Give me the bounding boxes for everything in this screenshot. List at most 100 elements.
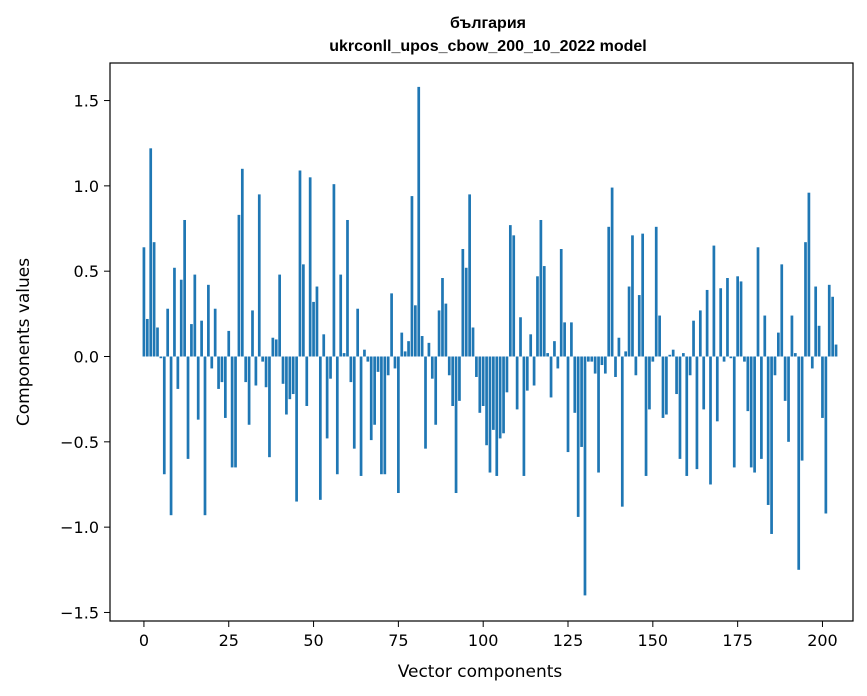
bar xyxy=(698,310,702,357)
bar xyxy=(285,356,288,415)
bar xyxy=(675,356,678,395)
bar xyxy=(692,320,695,357)
bar xyxy=(407,341,410,357)
bar xyxy=(770,356,773,534)
bar xyxy=(573,356,577,413)
bar xyxy=(749,356,753,468)
bar xyxy=(617,337,621,357)
x-axis-label: Vector components xyxy=(398,662,563,682)
bar xyxy=(773,356,777,376)
y-tick-label: 1.5 xyxy=(74,92,99,111)
bar xyxy=(529,334,533,357)
bar xyxy=(424,356,427,449)
bar xyxy=(295,356,298,502)
x-tick-label: 25 xyxy=(219,631,239,650)
bar xyxy=(627,286,631,357)
bar xyxy=(366,356,370,362)
y-tick-label: −1.5 xyxy=(60,603,99,622)
bar xyxy=(217,356,220,389)
bar xyxy=(200,320,203,357)
bar xyxy=(736,276,739,357)
bar xyxy=(298,170,302,357)
bar xyxy=(783,356,787,401)
bar xyxy=(444,303,448,357)
bar xyxy=(726,278,729,357)
bar xyxy=(193,274,197,357)
bar xyxy=(468,194,471,357)
bar xyxy=(760,356,763,459)
bar xyxy=(719,288,723,357)
bar xyxy=(495,356,499,476)
bar xyxy=(264,356,268,388)
bar xyxy=(335,356,339,475)
bar xyxy=(756,247,760,357)
bar xyxy=(637,295,641,357)
bar xyxy=(712,245,716,357)
bars-group xyxy=(142,86,838,596)
bar xyxy=(427,342,431,357)
chart-subtitle: ukrconll_upos_cbow_200_10_2022 model xyxy=(329,38,646,55)
bar xyxy=(291,356,295,395)
bar xyxy=(661,356,665,418)
bar xyxy=(207,284,210,357)
x-axis-ticks: 0 25 50 75 100 125 150 175 200 xyxy=(139,621,838,650)
bar xyxy=(804,242,807,357)
bar xyxy=(583,356,587,596)
bar xyxy=(546,353,550,357)
bar xyxy=(441,278,444,357)
bar xyxy=(369,356,373,441)
bar xyxy=(743,356,746,362)
bar xyxy=(288,356,292,400)
bar xyxy=(142,247,146,357)
bar xyxy=(807,192,811,357)
bar xyxy=(376,356,380,372)
bar xyxy=(390,293,393,357)
bar xyxy=(600,356,604,366)
bar xyxy=(485,356,488,446)
bar xyxy=(251,310,254,357)
bar xyxy=(766,356,770,505)
bar xyxy=(515,356,519,410)
x-tick-label: 175 xyxy=(722,631,753,650)
bar xyxy=(658,315,661,357)
bar xyxy=(325,356,329,439)
x-tick-label: 150 xyxy=(638,631,669,650)
bar xyxy=(709,356,712,485)
bar xyxy=(190,324,193,357)
bar xyxy=(434,356,438,425)
bar xyxy=(559,249,563,357)
bar xyxy=(610,187,614,357)
bar xyxy=(542,266,546,357)
bar xyxy=(722,356,726,362)
bar xyxy=(614,356,617,377)
bar xyxy=(525,356,529,391)
bar xyxy=(308,177,312,357)
bar xyxy=(152,242,156,357)
bar xyxy=(810,356,814,369)
bar xyxy=(383,356,387,475)
y-tick-label: 0.5 xyxy=(74,262,99,281)
bar xyxy=(346,219,349,357)
bar xyxy=(553,341,556,357)
bar xyxy=(312,301,315,357)
bar xyxy=(271,337,275,357)
bar xyxy=(729,356,733,359)
bar xyxy=(240,168,244,357)
bar xyxy=(386,356,390,376)
bar xyxy=(827,284,831,357)
y-axis-ticks: −1.5 −1.0 −0.5 0.0 0.5 1.0 1.5 xyxy=(60,92,110,622)
bar xyxy=(695,356,699,470)
bar xyxy=(176,356,180,389)
y-tick-label: −0.5 xyxy=(60,433,99,452)
bar xyxy=(339,274,343,357)
bar xyxy=(505,356,509,393)
bar xyxy=(651,356,655,362)
bar xyxy=(332,184,336,357)
bar xyxy=(322,334,326,357)
bar xyxy=(777,332,780,357)
bar xyxy=(671,349,675,357)
bar xyxy=(817,325,821,357)
bar xyxy=(793,353,797,357)
plot-frame xyxy=(109,62,854,622)
